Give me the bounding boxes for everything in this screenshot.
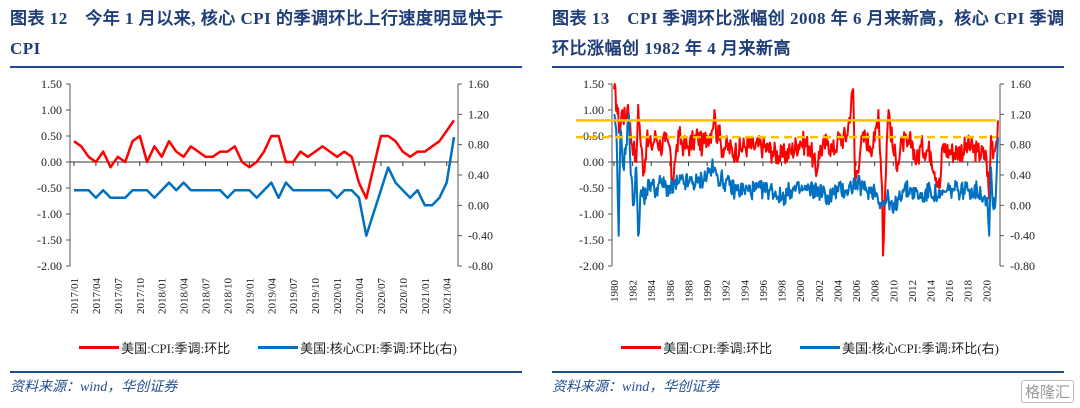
x-tick-label: 2016 — [944, 280, 956, 303]
x-tick-label: 2021/04 — [442, 277, 454, 314]
legend-label: 美国:核心CPI:季调:环比(右) — [300, 341, 457, 356]
y-tick-label-left: -2.00 — [579, 259, 604, 273]
x-tick-label: 2017/04 — [91, 277, 103, 314]
x-tick-label: 1998 — [777, 280, 789, 303]
title-divider — [552, 66, 1064, 68]
y-tick-label-right: -0.80 — [1010, 259, 1035, 273]
series-line-cpi — [613, 83, 999, 257]
y-tick-label-right: 0.00 — [1010, 198, 1031, 212]
y-tick-label-right: -0.40 — [468, 229, 493, 243]
x-tick-label: 2018/07 — [201, 277, 213, 314]
legend-swatch-red — [79, 346, 120, 349]
y-tick-label-left: 1.50 — [41, 77, 62, 91]
y-tick-label-left: 0.00 — [583, 155, 604, 169]
legend-label: 美国:CPI:季调:环比 — [121, 341, 231, 356]
legend-item-cpi: 美国:CPI:季调:环比 — [79, 338, 230, 357]
y-tick-label-right: 0.00 — [468, 198, 489, 212]
chart-title: 图表 12 今年 1 月以来, 核心 CPI 的季调环比上行速度明显快于 CPI — [10, 9, 504, 58]
x-tick-label: 1992 — [721, 280, 733, 302]
y-tick-label-left: 1.00 — [41, 103, 62, 117]
x-tick-label: 2018/01 — [157, 278, 169, 314]
x-tick-label: 2006 — [851, 280, 863, 303]
y-tick-label-right: 1.60 — [1010, 77, 1031, 91]
line-chart-cpi-2017-2021: 1.50 1.00 0.50 0.00 -0.50 -1.00 -1.50 -2.00 1.60… — [37, 77, 493, 314]
x-tick-label: 2019/01 — [244, 278, 256, 314]
x-tick-label: 2017/07 — [113, 277, 125, 314]
x-tick-label: 2020/07 — [376, 277, 388, 314]
x-tick-label: 1988 — [683, 280, 695, 303]
legend-swatch-red — [621, 346, 662, 349]
x-tick-label: 2017/10 — [135, 277, 147, 314]
y-tick-label-right: 1.60 — [468, 77, 489, 91]
series-line-core-cpi — [613, 113, 999, 237]
series-line-cpi — [73, 119, 456, 200]
legend-swatch-blue — [800, 346, 841, 349]
x-tick-label: 1996 — [758, 280, 770, 303]
legend-item-core-cpi: 美国:核心CPI:季调:环比(右) — [258, 338, 457, 357]
x-tick-label: 2002 — [814, 280, 826, 302]
legend-label: 美国:核心CPI:季调:环比(右) — [842, 341, 999, 356]
x-tick-label: 2018 — [963, 280, 975, 303]
legend-swatch-blue — [258, 346, 299, 349]
y-tick-label-right: -0.80 — [468, 259, 493, 273]
legend: 美国:CPI:季调:环比 美国:核心CPI:季调:环比(右) — [550, 338, 1070, 357]
y-tick-label-left: 0.50 — [41, 129, 62, 143]
source-note: 资料来源：wind，华创证券 — [10, 380, 178, 395]
x-tick-label: 2021/01 — [420, 278, 432, 314]
x-tick-label: 2012 — [907, 280, 919, 302]
watermark-logo: 格隆汇 — [1020, 380, 1074, 403]
x-tick-label: 2017/01 — [69, 278, 81, 314]
title-divider — [10, 66, 522, 68]
chart-panel-12: 图表 12 今年 1 月以来, 核心 CPI 的季调环比上行速度明显快于 CPI… — [8, 0, 538, 408]
x-tick-label: 1984 — [646, 280, 658, 303]
y-tick-label-left: -1.00 — [37, 207, 62, 221]
y-tick-label-right: 1.20 — [468, 107, 489, 121]
x-tick-label: 1994 — [739, 280, 751, 303]
x-tick-label: 2020/01 — [332, 278, 344, 314]
line-chart-cpi-1980-2021: 1.501.000.500.00-0.50-1.00-1.50-2.001.60… — [576, 77, 1035, 303]
chart-title: 图表 13 CPI 季调环比涨幅创 2008 年 6 月来新高，核心 CPI 季… — [552, 9, 1065, 58]
y-tick-label-left: -0.50 — [579, 181, 604, 195]
y-tick-label-right: 0.80 — [468, 138, 489, 152]
y-tick-label-right: -0.40 — [1010, 229, 1035, 243]
y-tick-label-left: 0.00 — [41, 155, 62, 169]
source-divider — [552, 371, 1064, 373]
legend: 美国:CPI:季调:环比 美国:核心CPI:季调:环比(右) — [8, 338, 528, 357]
x-tick-label: 2008 — [870, 280, 882, 303]
source-divider — [10, 371, 522, 373]
x-tick-label: 2010 — [888, 280, 900, 303]
source-note: 资料来源：wind，华创证券 — [552, 380, 720, 395]
x-tick-label: 2018/10 — [222, 277, 234, 314]
y-tick-label-left: 1.00 — [583, 103, 604, 117]
x-tick-label: 1982 — [628, 280, 640, 302]
series-line-core-cpi — [74, 136, 456, 237]
y-tick-label-right: 0.80 — [1010, 138, 1031, 152]
x-tick-label: 2019/10 — [310, 277, 322, 314]
x-tick-label: 2020/10 — [398, 277, 410, 314]
legend-item-cpi: 美国:CPI:季调:环比 — [621, 338, 772, 357]
x-tick-label: 1980 — [609, 280, 621, 303]
y-tick-label-left: -1.50 — [579, 233, 604, 247]
y-tick-label-left: 1.50 — [583, 77, 604, 91]
y-tick-label-left: -1.00 — [579, 207, 604, 221]
legend-label: 美国:CPI:季调:环比 — [663, 341, 773, 356]
x-tick-label: 2019/04 — [266, 277, 278, 314]
y-tick-label-right: 1.20 — [1010, 107, 1031, 121]
x-tick-label: 1986 — [665, 280, 677, 303]
x-tick-label: 2014 — [926, 280, 938, 303]
chart-panel-13: 图表 13 CPI 季调环比涨幅创 2008 年 6 月来新高，核心 CPI 季… — [550, 0, 1080, 408]
x-tick-label: 2018/04 — [179, 277, 191, 314]
x-tick-label: 2020/04 — [354, 277, 366, 314]
x-tick-label: 2019/07 — [288, 277, 300, 314]
y-tick-label-left: -0.50 — [37, 181, 62, 195]
x-tick-label: 1990 — [702, 280, 714, 303]
y-tick-label-left: -2.00 — [37, 259, 62, 273]
y-tick-label-left: -1.50 — [37, 233, 62, 247]
x-tick-label: 2004 — [832, 280, 844, 303]
x-tick-label: 2000 — [795, 280, 807, 303]
y-tick-label-right: 0.40 — [1010, 168, 1031, 182]
y-tick-label-right: 0.40 — [468, 168, 489, 182]
legend-item-core-cpi: 美国:核心CPI:季调:环比(右) — [800, 338, 999, 357]
x-tick-label: 2020 — [981, 280, 993, 303]
